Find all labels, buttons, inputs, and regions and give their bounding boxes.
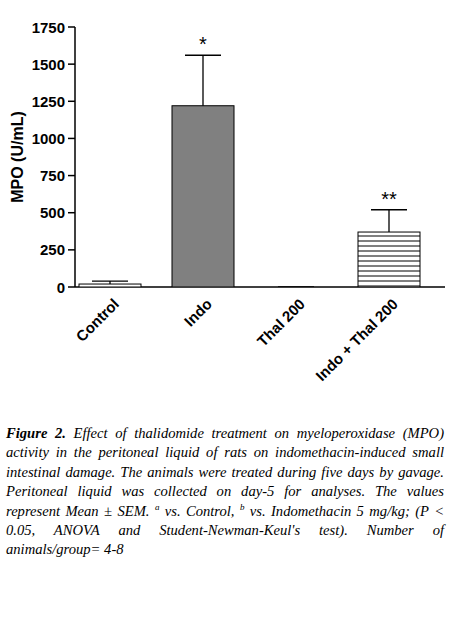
caption-superscript: b — [240, 502, 245, 512]
y-tick — [68, 286, 75, 288]
y-tick-label: 1750 — [32, 19, 65, 36]
error-bar — [185, 55, 221, 106]
bar — [358, 232, 420, 287]
annotation: * — [199, 33, 207, 55]
error-bar — [278, 287, 314, 288]
x-tick-label: Control — [72, 295, 122, 345]
caption: Figure 2. Effect of thalidomide treatmen… — [6, 424, 444, 560]
bar — [265, 287, 327, 288]
x-tick-label: Indo + Thal 200 — [312, 295, 401, 384]
y-tick — [68, 175, 75, 177]
y-tick-label: 0 — [57, 279, 65, 296]
bar — [79, 284, 141, 287]
caption-label: Figure 2. — [6, 425, 66, 441]
y-tick — [68, 138, 75, 140]
y-tick-label: 750 — [40, 167, 65, 184]
y-tick — [68, 26, 75, 28]
annotation: ** — [381, 188, 397, 210]
y-axis-label: MPO (U/mL) — [9, 111, 26, 203]
y-tick-label: 1500 — [32, 56, 65, 73]
x-tick-label: Thal 200 — [254, 295, 308, 349]
bars — [79, 55, 420, 287]
y-tick — [68, 101, 75, 103]
y-tick-label: 1000 — [32, 130, 65, 147]
x-tick-label: Indo — [181, 295, 215, 329]
y-tick-label: 250 — [40, 241, 65, 258]
caption-text: vs. Control, — [159, 503, 240, 519]
y-tick — [68, 63, 75, 65]
y-axis — [74, 27, 76, 287]
y-tick-label: 1250 — [32, 93, 65, 110]
bar — [172, 106, 234, 287]
error-bar — [92, 281, 128, 284]
chart: 0 250 500 750 1000 1250 1500 1750 MPO (U/mL) Cont… — [0, 0, 456, 420]
y-tick-label: 500 — [40, 204, 65, 221]
y-tick — [68, 212, 75, 214]
caption-superscript: a — [155, 502, 160, 512]
y-tick — [68, 249, 75, 251]
error-bar — [371, 210, 407, 232]
